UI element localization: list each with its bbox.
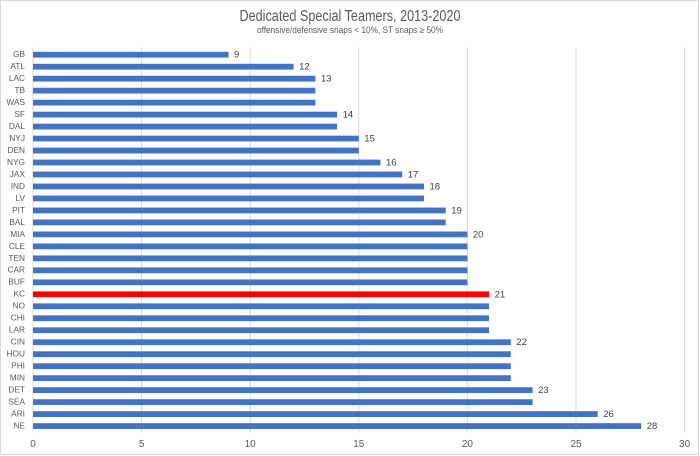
svg-text:SEA: SEA [8, 397, 25, 407]
svg-text:CAR: CAR [7, 265, 25, 275]
svg-text:MIA: MIA [10, 229, 25, 239]
svg-text:WAS: WAS [6, 97, 25, 107]
svg-text:NO: NO [13, 301, 26, 311]
svg-text:10: 10 [245, 439, 257, 450]
svg-text:ARI: ARI [11, 409, 25, 419]
svg-text:17: 17 [408, 170, 419, 181]
svg-text:15: 15 [364, 134, 375, 145]
svg-text:20: 20 [473, 229, 484, 240]
svg-text:offensive/defensive snaps < 10: offensive/defensive snaps < 10%, ST snap… [257, 25, 443, 35]
svg-text:21: 21 [495, 289, 506, 300]
svg-text:NYG: NYG [7, 157, 25, 167]
svg-text:30: 30 [679, 439, 691, 450]
svg-text:13: 13 [321, 74, 332, 85]
svg-text:DET: DET [8, 385, 25, 395]
svg-text:TEN: TEN [8, 253, 25, 263]
svg-text:KC: KC [13, 289, 25, 299]
svg-text:NE: NE [13, 420, 25, 430]
svg-text:20: 20 [462, 439, 474, 450]
svg-text:16: 16 [386, 158, 397, 169]
svg-text:MIN: MIN [10, 373, 25, 383]
svg-text:BUF: BUF [8, 277, 25, 287]
svg-text:NYJ: NYJ [9, 133, 25, 143]
svg-text:PHI: PHI [11, 361, 25, 371]
svg-text:25: 25 [570, 439, 582, 450]
svg-text:BAL: BAL [9, 217, 25, 227]
svg-text:LV: LV [15, 193, 25, 203]
svg-text:23: 23 [538, 385, 549, 396]
svg-text:IND: IND [11, 181, 25, 191]
svg-text:26: 26 [603, 409, 614, 420]
svg-text:PIT: PIT [12, 205, 25, 215]
svg-text:12: 12 [299, 62, 310, 73]
svg-text:ATL: ATL [10, 61, 25, 71]
svg-text:CLE: CLE [9, 241, 26, 251]
svg-text:Dedicated Special Teamers, 201: Dedicated Special Teamers, 2013-2020 [240, 8, 461, 25]
svg-text:LAC: LAC [9, 73, 25, 83]
svg-text:18: 18 [430, 181, 441, 192]
svg-text:TB: TB [14, 85, 25, 95]
svg-text:GB: GB [13, 49, 25, 59]
svg-text:14: 14 [343, 110, 354, 121]
svg-text:SF: SF [14, 109, 25, 119]
svg-text:15: 15 [353, 439, 365, 450]
svg-text:19: 19 [451, 205, 462, 216]
svg-text:DEN: DEN [7, 145, 25, 155]
svg-text:5: 5 [139, 439, 145, 450]
svg-text:CHI: CHI [11, 313, 25, 323]
svg-text:28: 28 [647, 421, 658, 432]
svg-text:22: 22 [516, 337, 527, 348]
svg-text:LAR: LAR [9, 325, 25, 335]
svg-text:CIN: CIN [11, 337, 25, 347]
svg-text:HOU: HOU [7, 349, 25, 359]
svg-text:DAL: DAL [9, 121, 26, 131]
svg-text:JAX: JAX [10, 169, 26, 179]
svg-text:9: 9 [234, 50, 239, 61]
svg-text:0: 0 [30, 439, 36, 450]
